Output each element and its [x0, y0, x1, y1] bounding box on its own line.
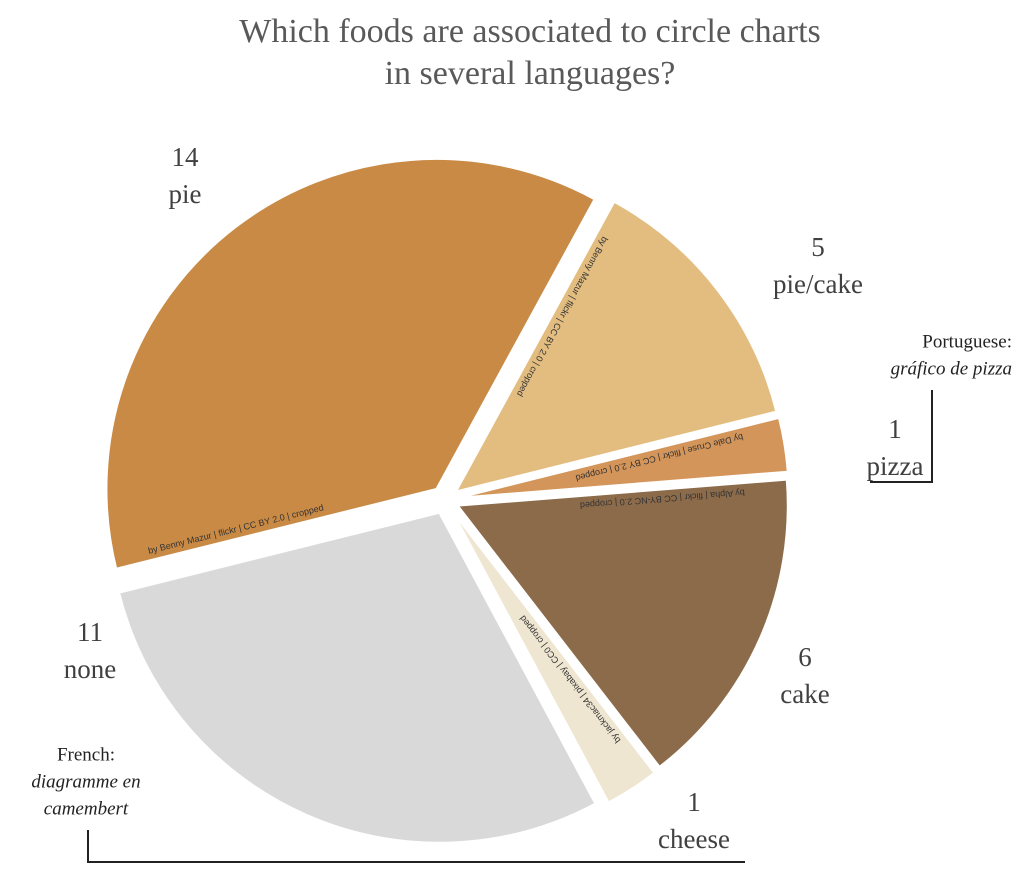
data-label: 5: [811, 232, 825, 262]
annotation-heading: French:: [57, 744, 115, 765]
data-label: 6: [798, 642, 812, 672]
pie-slice: [458, 416, 789, 499]
chart-title: in several languages?: [385, 55, 676, 92]
bracket: [870, 390, 933, 483]
pie-slice: [117, 511, 597, 844]
category-label: cheese: [658, 824, 730, 854]
data-label: 11: [77, 617, 103, 647]
bracket: [87, 830, 745, 863]
data-label: 14: [172, 142, 200, 172]
category-label: pie/cake: [773, 269, 863, 299]
pie-slice: [454, 200, 778, 493]
pie-slice: [455, 478, 789, 769]
annotation-text: diagramme en: [31, 771, 140, 792]
category-label: pie: [169, 179, 202, 209]
category-label: none: [64, 654, 117, 684]
category-label: cake: [780, 679, 829, 709]
annotation-text: gráfico de pizza: [891, 358, 1012, 379]
data-label: 1: [687, 787, 701, 817]
category-label: pizza: [867, 451, 924, 481]
pie-slice: [105, 157, 596, 570]
annotation-text: camembert: [44, 798, 129, 819]
data-label: 1: [888, 414, 902, 444]
chart-title: Which foods are associated to circle cha…: [239, 13, 821, 50]
annotation-heading: Portuguese:: [922, 331, 1012, 352]
pie-slice: [451, 511, 656, 804]
